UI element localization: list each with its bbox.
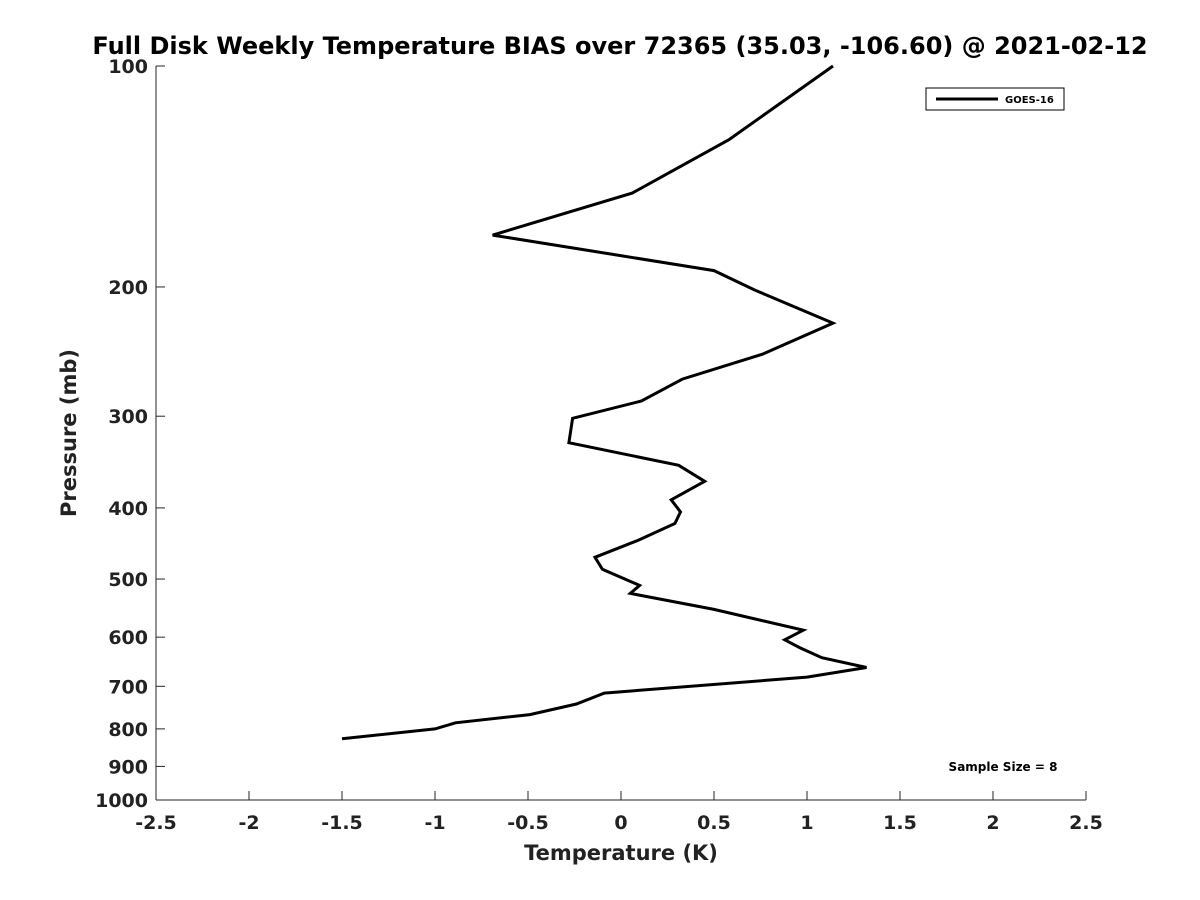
x-tick-label: 1 [800,812,813,834]
x-tick-label: 0.5 [697,812,731,834]
legend-label-goes-16: GOES-16 [1005,95,1054,106]
y-tick-label: 600 [108,627,148,649]
y-tick-label: 400 [108,498,148,520]
y-tick-label: 500 [108,569,148,591]
y-tick-label: 200 [108,277,148,299]
y-tick-label: 100 [108,56,148,78]
plot-area [156,66,1086,800]
x-tick-label: -2.5 [135,812,177,834]
x-tick-label: -1.5 [321,812,363,834]
chart-title: Full Disk Weekly Temperature BIAS over 7… [92,32,1147,60]
x-tick-label: -0.5 [507,812,549,834]
legend: GOES-16 [925,87,1065,111]
series-line-goes-16 [341,64,867,741]
y-tick-label: 700 [108,676,148,698]
y-tick-label: 900 [108,756,148,778]
y-tick-label: 300 [108,406,148,428]
y-tick-label: 1000 [95,790,148,812]
x-tick-label: 0 [614,812,627,834]
x-tick-label: 1.5 [883,812,917,834]
x-tick-label: 2.5 [1069,812,1103,834]
x-tick-label: 2 [986,812,999,834]
y-tick-label: 800 [108,719,148,741]
x-tick-label: -1 [424,812,445,834]
x-axis-ticks: -2.5 -2 -1.5 -1 -0.5 0 0.5 1 1.5 2 2.5 [135,791,1103,834]
y-axis-label: Pressure (mb) [57,349,81,517]
sample-size-annotation: Sample Size = 8 [949,760,1058,774]
x-tick-label: -2 [238,812,259,834]
y-axis-ticks: 100 200 300 400 500 600 700 800 900 1000 [95,56,165,812]
x-axis-label: Temperature (K) [524,841,718,865]
